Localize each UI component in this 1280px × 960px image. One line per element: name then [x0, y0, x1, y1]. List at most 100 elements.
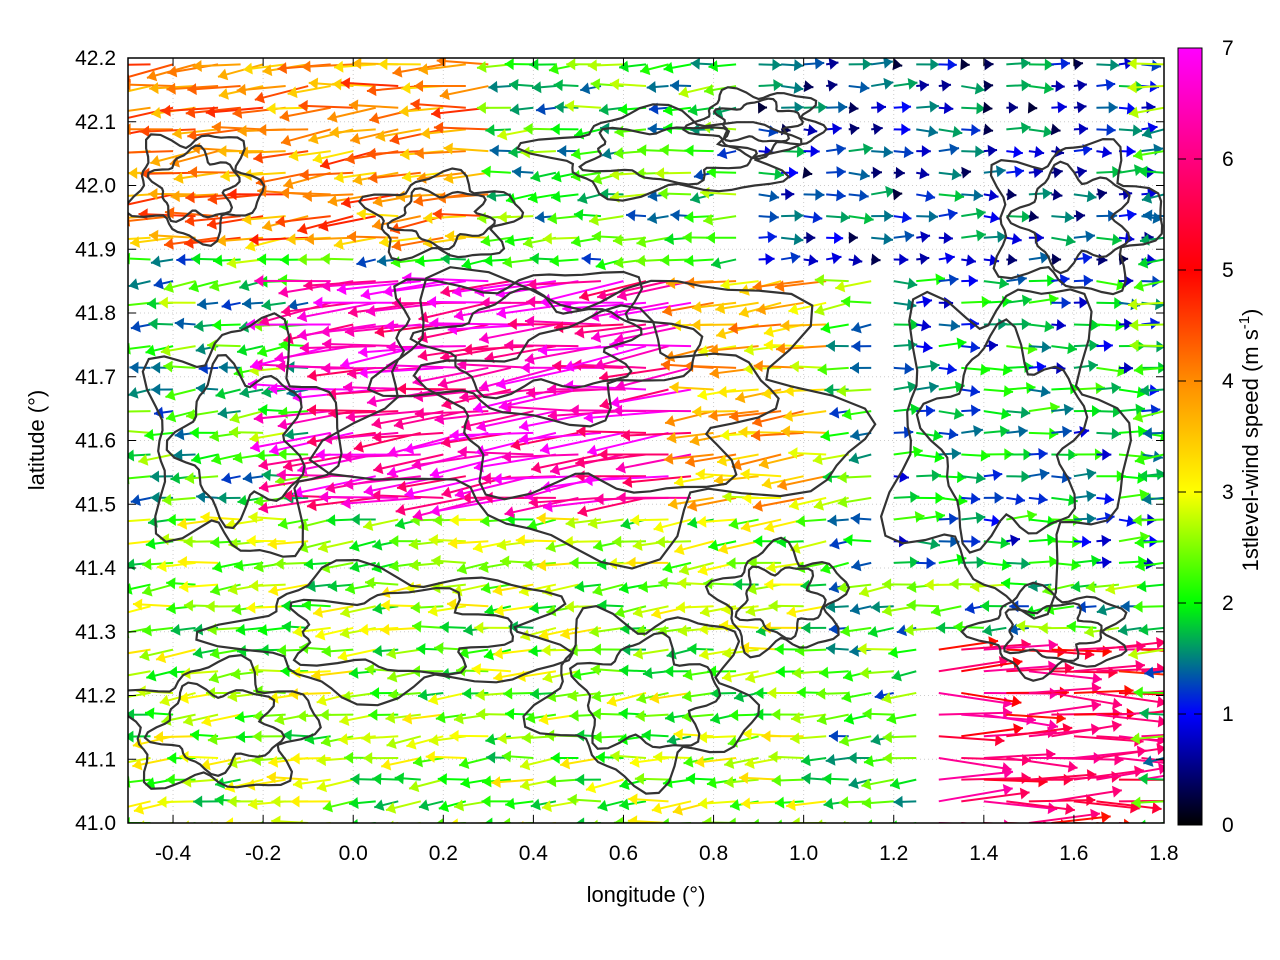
wind-vector-head — [217, 68, 229, 81]
wind-vector-head — [179, 750, 189, 763]
wind-vector-head — [970, 404, 981, 417]
wind-vector-head — [520, 779, 531, 791]
wind-vector-head — [505, 797, 515, 810]
wind-vector-head — [1086, 769, 1097, 782]
wind-vector-head — [872, 166, 882, 179]
wind-vector-head — [704, 84, 714, 96]
wind-vector-shaft — [961, 643, 1031, 651]
wind-vector-head — [327, 111, 338, 123]
wind-vector-head — [1021, 772, 1031, 785]
wind-vector-head — [1135, 559, 1145, 572]
wind-vector-head — [892, 58, 903, 71]
wind-vector-head — [149, 82, 159, 95]
wind-vector-head — [901, 101, 912, 114]
wind-vector-head — [882, 752, 892, 765]
x-tick-label: 1.6 — [1059, 842, 1088, 865]
wind-vector-head — [132, 758, 143, 771]
wind-vector-head — [920, 231, 931, 243]
wind-vector-shaft — [1073, 664, 1145, 673]
wind-vector-head — [1127, 58, 1137, 70]
wind-vector-head — [481, 165, 491, 178]
wind-vector-head — [192, 59, 202, 72]
wind-vector-shaft — [596, 280, 669, 299]
wind-vector-shaft — [530, 453, 602, 471]
wind-vector-head — [496, 307, 507, 319]
wind-vector-head — [128, 387, 139, 399]
wind-vector-head — [614, 332, 625, 345]
wind-vector-head — [116, 691, 126, 703]
wind-vector-head — [705, 231, 715, 244]
wind-vector-head — [230, 668, 241, 681]
wind-vector-head — [839, 734, 850, 747]
wind-vector-head — [932, 429, 943, 442]
wind-vector-head — [207, 217, 217, 230]
wind-vector-head — [385, 711, 396, 724]
wind-vector-head — [475, 688, 485, 701]
wind-vector-head — [405, 581, 415, 594]
wind-vector-shaft — [574, 323, 647, 335]
wind-vector-head — [597, 558, 607, 571]
wind-vector-head — [188, 280, 200, 293]
wind-vector-head — [316, 694, 327, 706]
wind-vector-head — [1126, 209, 1137, 222]
contour-line — [143, 681, 286, 777]
wind-vector-head — [262, 64, 273, 77]
wind-vector-head — [1040, 385, 1051, 398]
wind-vector-shaft — [454, 475, 534, 497]
wind-vector-head — [785, 188, 795, 201]
wind-vector-shaft — [609, 343, 692, 348]
wind-vector-head — [1155, 298, 1164, 311]
wind-vector-shaft — [615, 366, 692, 389]
wind-vector-shaft — [1073, 769, 1144, 781]
wind-vector-head — [898, 535, 909, 548]
wind-vector-head — [751, 429, 761, 442]
wind-vector-shaft — [258, 496, 331, 511]
wind-vector-head — [402, 712, 413, 725]
wind-vector-shaft — [292, 475, 376, 495]
wind-vector-head — [1138, 623, 1149, 636]
wind-vector-head — [462, 687, 472, 700]
wind-vector-head — [828, 730, 838, 743]
wind-vector-shaft — [128, 778, 151, 784]
wind-vector-head — [1133, 600, 1143, 613]
wind-vector-shaft — [128, 345, 151, 350]
wind-vector-shaft — [961, 822, 973, 823]
wind-vector-head — [371, 489, 381, 502]
wind-vector-head — [528, 191, 538, 204]
wind-vector-head — [769, 210, 779, 223]
wind-vector-shaft — [1051, 691, 1123, 707]
wind-vector-head — [128, 342, 131, 355]
wind-vector-head — [592, 731, 602, 744]
wind-vector-head — [950, 319, 960, 332]
wind-vector-head — [150, 470, 160, 483]
wind-vector-head — [386, 737, 397, 749]
wind-vector-head — [935, 510, 945, 523]
wind-vector-head — [167, 65, 178, 78]
wind-vector-head — [276, 360, 286, 373]
wind-vector-head — [618, 103, 628, 116]
wind-vector-head — [412, 509, 423, 521]
wind-vector-head — [415, 255, 425, 267]
wind-vector-head — [210, 584, 221, 596]
wind-vector-head — [615, 379, 626, 392]
wind-vector-head — [970, 580, 980, 593]
wind-vector-head — [973, 189, 983, 202]
wind-vector-head — [697, 515, 707, 528]
wind-vector-head — [1026, 381, 1036, 394]
wind-vector-head — [279, 253, 289, 266]
wind-vector-head — [271, 795, 281, 808]
wind-vector-head — [148, 317, 158, 330]
wind-vector-head — [212, 254, 223, 267]
wind-vector-head — [187, 83, 197, 96]
contour-line — [128, 653, 322, 790]
wind-vector-head — [677, 624, 688, 637]
wind-vector-head — [1086, 190, 1097, 203]
wind-vector-head — [827, 514, 837, 527]
wind-vector-head — [416, 642, 426, 655]
wind-vector-head — [117, 199, 127, 211]
wind-vector-shaft — [366, 150, 421, 156]
wind-vector-shaft — [233, 822, 241, 823]
wind-vector-head — [738, 426, 748, 439]
contour-line — [412, 304, 780, 501]
wind-vector-head — [288, 149, 299, 162]
